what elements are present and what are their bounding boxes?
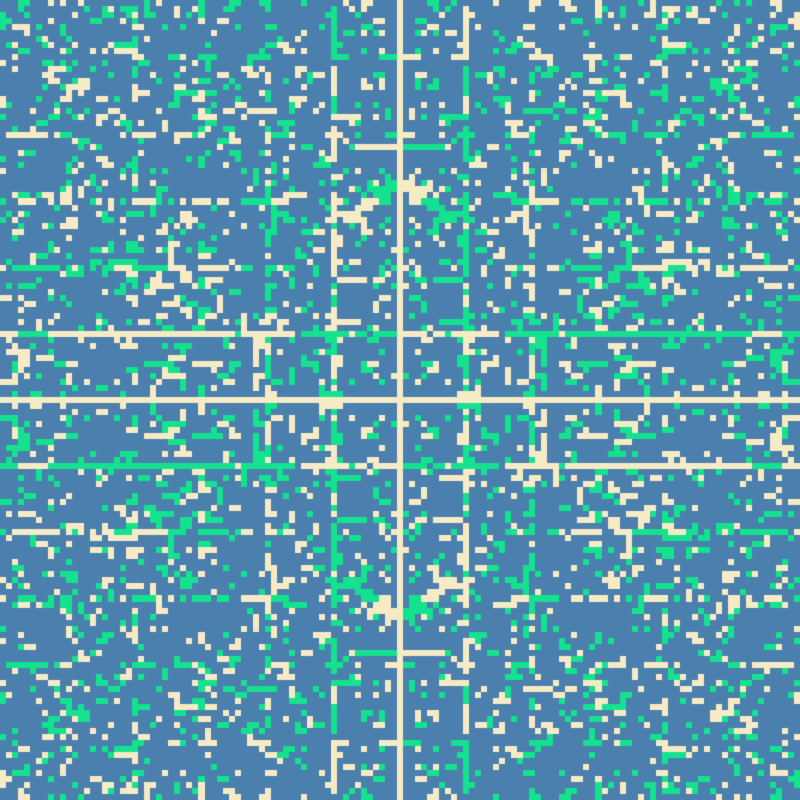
pixel-pattern-stage (0, 0, 800, 800)
pattern-grid-canvas (0, 0, 800, 800)
